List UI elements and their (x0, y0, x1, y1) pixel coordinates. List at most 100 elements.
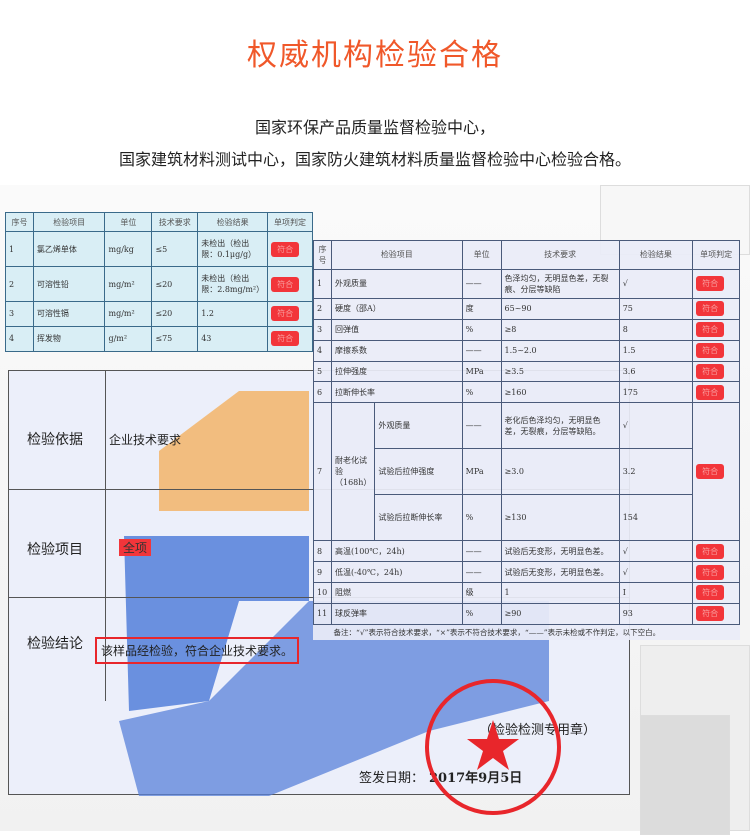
table-cell: 1 (5, 231, 34, 268)
table-row: 3 可溶性镉 mg/m² ≤20 1.2 符合 (5, 300, 313, 327)
table-cell: 154 (618, 494, 694, 542)
table-cell: √ (618, 540, 694, 563)
table-cell: ≤20 (151, 300, 199, 327)
pass-mark: 符合 (696, 343, 725, 359)
table-row: 6 拉断伸长率% ≥160 175 符合 (313, 381, 740, 404)
judgement-cell: 符合 (692, 297, 740, 320)
table-cell: 可溶性铅 (32, 266, 106, 302)
table-cell: √ (618, 402, 694, 450)
table-row: 试验后拉断伸长率% ≥130 154 (314, 494, 740, 542)
table-row: 备注：“√”表示符合技术要求，“×”表示不符合技术要求，“——”表示未检或不作判… (314, 624, 740, 640)
table-cell: 4 (5, 325, 34, 353)
judgement-cell: 符合 (692, 339, 740, 362)
table-cell: 挥发物 (32, 325, 106, 353)
header-cell: 检验项目 (330, 240, 463, 270)
pass-mark: 符合 (696, 564, 725, 580)
header-cell: 序号 (313, 240, 332, 270)
table-row: 4 挥发物 g/m² ≤75 43 符合 (5, 325, 313, 353)
table-cell: ≥90 (500, 602, 620, 625)
table-cell: ≥8 (500, 318, 620, 341)
table-cell: 5 (313, 360, 332, 383)
table-cell: 3.2 (618, 448, 694, 496)
table-cell: 试验后无变形，无明显色差。 (500, 561, 620, 583)
pass-mark: 符合 (271, 276, 300, 292)
table-cell: ≤75 (151, 325, 199, 353)
table-cell: 43 (197, 325, 269, 353)
pass-mark: 符合 (271, 241, 300, 257)
table-cell: ≥130 (500, 494, 620, 542)
pass-mark: 符合 (271, 306, 300, 322)
table-row: 8 高温(100℃，24h) —— 试验后无变形，无明显色差。 √ 符合 (313, 540, 740, 563)
subtitle-line-2: 国家建筑材料测试中心，国家防火建筑材料质量监督检验中心检验合格。 (118, 150, 631, 169)
table-cell: 65~90 (500, 297, 620, 320)
table-cell: ≥3.0 (500, 448, 620, 496)
table-note: 备注：“√”表示符合技术要求，“×”表示不符合技术要求，“——”表示未检或不作判… (333, 627, 661, 637)
header-cell: 技术要求 (500, 240, 620, 270)
pass-mark: 符合 (696, 585, 725, 601)
table-cell: 未检出（检出限：0.1μg/g） (197, 231, 269, 268)
table-cell: √ (618, 561, 694, 583)
table-row: 3 回弹值% ≥8 8 符合 (313, 318, 740, 341)
table-row: 9 低温(-40℃，24h) —— 试验后无变形，无明显色差。 √ 符合 (313, 561, 740, 583)
header-cell: 序号 (5, 211, 34, 233)
table-cell: 75 (618, 297, 694, 320)
table-cell: 11 (313, 602, 332, 625)
table-cell: 硬度（邵A） (330, 297, 463, 320)
watermark-logo (119, 391, 549, 796)
judgement-cell: 符合 (692, 540, 740, 563)
table-cell: —— (461, 540, 502, 563)
judgement-cell: 符合 (692, 402, 740, 542)
header-cell: 单项判定 (692, 240, 740, 270)
basis-label: 检验依据 (27, 432, 83, 448)
table-row: 4 摩擦系数 —— 1.5~2.0 1.5 符合 (313, 339, 740, 362)
table-cell: 氯乙烯单体 (32, 231, 106, 268)
pass-mark: 符合 (696, 276, 725, 292)
table-cell: 1 (313, 268, 332, 299)
table-cell: 175 (618, 381, 694, 404)
table-cell: —— (461, 402, 502, 450)
table-cell: 7 (313, 402, 332, 542)
conclusion-label: 检验结论 (27, 636, 83, 652)
table-cell: —— (461, 561, 502, 583)
pass-mark: 符合 (696, 384, 725, 400)
table-row: 2 硬度（邵A）度 65~90 75 符合 (313, 297, 740, 320)
table-header-row: 序号 检验项目 单位 技术要求 检验结果 单项判定 (5, 211, 313, 233)
header-cell: 检验项目 (32, 211, 106, 233)
page-title: 权威机构检验合格 (247, 38, 503, 73)
issue-date-value: 2017年9月5日 (429, 771, 523, 786)
header-cell: 单项判定 (267, 211, 313, 233)
table-cell: 级 (461, 581, 502, 604)
table-cell: 10 (313, 581, 332, 604)
table-cell: % (461, 381, 502, 404)
issue-date-label: 签发日期： (359, 771, 425, 786)
header-cell: 单位 (104, 211, 153, 233)
table-cell: MPa (461, 448, 502, 496)
table-cell: 8 (313, 540, 332, 563)
table-cell: ≥3.5 (500, 360, 620, 383)
judgement-cell: 符合 (267, 231, 313, 268)
table-row: 5 拉伸强度 MPa ≥3.5 3.6 符合 (313, 360, 740, 383)
table-cell: mg/m² (104, 266, 153, 302)
table-cell: 1.2 (197, 300, 269, 327)
table-cell: 球反弹率 (330, 602, 463, 625)
table-cell: I (618, 581, 694, 604)
table-cell: ≤5 (151, 231, 199, 268)
table-cell: 阻燃 (330, 581, 463, 604)
judgement-cell: 符合 (692, 268, 740, 299)
table-cell: 未检出（检出限：2.8mg/m²） (197, 266, 269, 302)
table-cell: 2 (5, 266, 34, 302)
items-label: 检验项目 (27, 542, 83, 558)
table-cell: 试验后拉断伸长率 (374, 494, 463, 542)
table-cell: 4 (313, 339, 332, 362)
table-cell: 外观质量 (374, 402, 463, 450)
table-cell: 试验后无变形，无明显色差。 (500, 540, 620, 563)
header-cell: 检验结果 (618, 240, 694, 270)
table-cell: 拉伸强度 (330, 360, 463, 383)
table-cell: √ (618, 268, 694, 299)
judgement-cell: 符合 (692, 318, 740, 341)
header-cell: 技术要求 (151, 211, 199, 233)
table-cell: 老化后色泽均匀，无明显色差，无裂痕，分层等缺陷。 (500, 402, 620, 450)
table-cell: 度 (461, 297, 502, 320)
judgement-cell: 符合 (267, 300, 313, 327)
table-heavy-metals: 序号 检验项目 单位 技术要求 检验结果 单项判定 1 氯乙烯单体 mg/kg ≤5 未检出（检出… (5, 211, 313, 353)
